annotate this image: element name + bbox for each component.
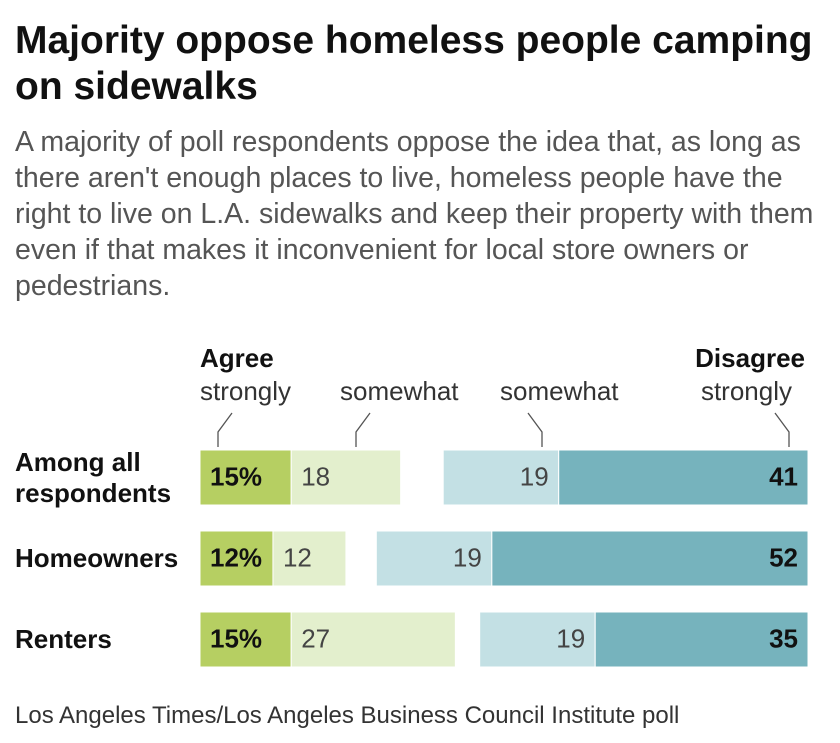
legend-label: strongly <box>701 376 792 406</box>
bar-segment <box>491 530 809 587</box>
bar-segment <box>558 449 809 506</box>
category-label: Renters <box>15 624 112 654</box>
bar-segment <box>272 530 347 587</box>
leader-line <box>774 412 790 447</box>
value-label: 12 <box>283 542 312 572</box>
source: Los Angeles Times/Los Angeles Business C… <box>15 702 680 729</box>
value-label: 15% <box>210 461 262 491</box>
leader-line <box>527 412 543 447</box>
value-label: 18 <box>301 461 330 491</box>
chart-subtitle: A majority of poll respondents oppose th… <box>15 126 814 302</box>
value-label: 15% <box>210 623 262 653</box>
category-label: Among all respondents <box>15 446 172 508</box>
leader-line <box>355 412 371 447</box>
value-label: 19 <box>453 542 482 572</box>
bar-segment <box>199 530 274 587</box>
bar-segment <box>594 611 809 668</box>
group-label: Agree <box>200 343 274 373</box>
bar-segment <box>479 611 596 668</box>
value-label: 19 <box>556 623 585 653</box>
legend-label: strongly <box>200 376 291 406</box>
category-label: Homeowners <box>15 543 179 573</box>
value-label: 35 <box>769 623 798 653</box>
bar-segment <box>290 449 402 506</box>
legend-label: somewhat <box>340 376 459 406</box>
bar-segment <box>199 611 292 668</box>
leader-line <box>217 412 233 447</box>
group-label: Disagree <box>695 343 805 373</box>
value-label: 41 <box>769 461 798 491</box>
leader-lines <box>217 412 790 447</box>
value-label: 52 <box>769 542 798 572</box>
chart-title: Majority oppose homeless people camping … <box>15 19 813 108</box>
value-label: 19 <box>520 461 549 491</box>
value-label: 27 <box>301 623 330 653</box>
value-label: 12% <box>210 542 262 572</box>
bar-segment <box>290 611 456 668</box>
legend-label: somewhat <box>500 376 619 406</box>
